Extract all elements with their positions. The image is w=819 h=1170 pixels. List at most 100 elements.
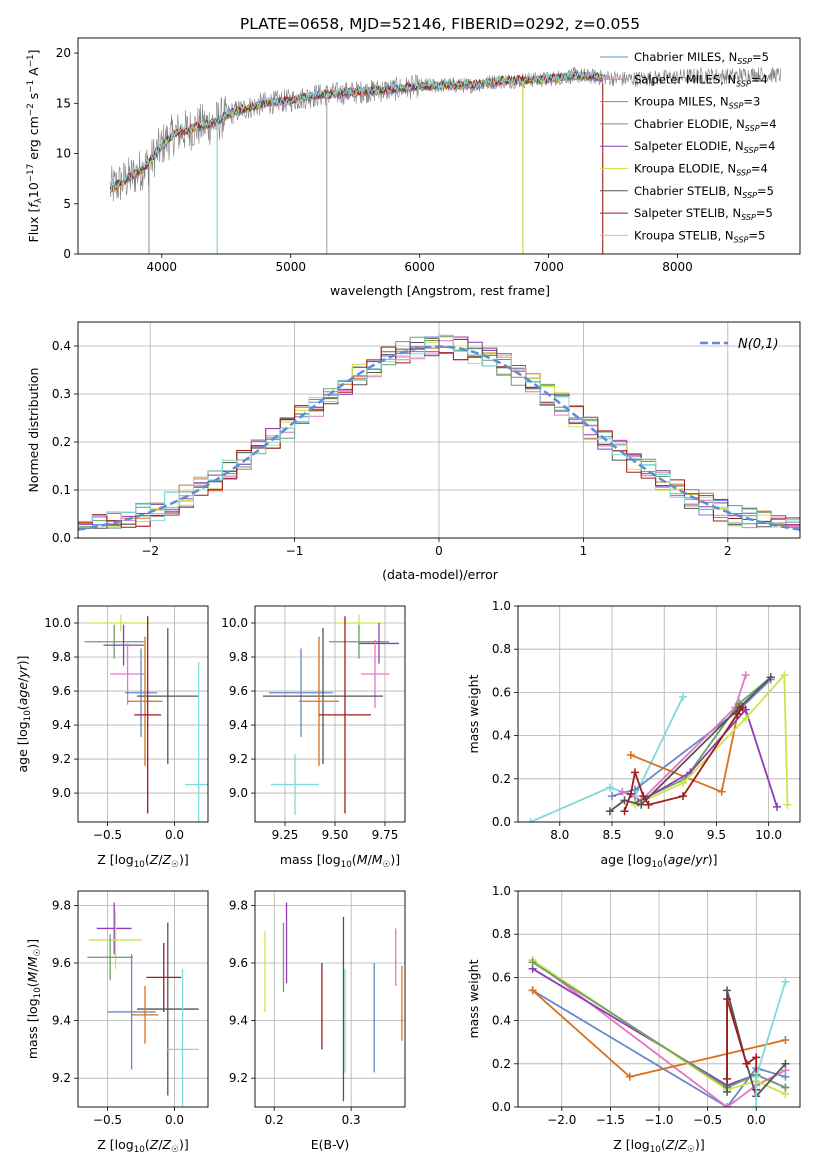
plot-frame bbox=[77, 605, 209, 823]
weight-marker bbox=[618, 787, 627, 796]
legend-entry-label: Chabrier STELIB, NSSP=5 bbox=[634, 184, 774, 200]
y-tick-label: 0.6 bbox=[492, 685, 511, 699]
weight-marker bbox=[605, 807, 614, 816]
y-tick-label: 1.0 bbox=[492, 884, 511, 898]
weight-marker bbox=[752, 1072, 761, 1081]
legend-entry-label: Kroupa MILES, NSSP=3 bbox=[634, 95, 760, 111]
error-bars bbox=[263, 614, 399, 816]
plot-frame bbox=[77, 321, 801, 539]
metallicity-mass-panel: −0.5 0.0 9.2 9.4 9.6 9.8 Z [log10(Z/Z☉)] mass [… bbox=[25, 890, 209, 1155]
x-axis-label: mass [log10(M/M☉)] bbox=[280, 852, 400, 870]
y-tick-label: 20 bbox=[56, 46, 71, 60]
weight-marker bbox=[733, 710, 742, 718]
weight-lines bbox=[528, 956, 790, 1107]
x-tick-label: 0 bbox=[435, 544, 443, 558]
weight-marker bbox=[766, 673, 775, 682]
weight-marker bbox=[781, 1036, 790, 1045]
y-tick-label: 15 bbox=[56, 96, 71, 110]
x-tick-label: 9.50 bbox=[322, 828, 349, 842]
residual-histogram-panel: −2 −1 0 1 2 0.0 0.1 0.2 0.3 0.4 N(0,1) (data-model)… bbox=[26, 321, 801, 582]
x-tick-label: 7000 bbox=[533, 260, 564, 274]
ebv-mass-panel: 0.2 0.3 9.2 9.4 9.6 9.8 E(B-V) bbox=[229, 890, 406, 1152]
weight-marker bbox=[723, 1074, 732, 1083]
legend-entry-label: Salpeter MILES, NSSP=4 bbox=[634, 72, 768, 88]
x-tick-label: −0.5 bbox=[93, 1113, 122, 1127]
y-tick-label: 9.4 bbox=[229, 718, 248, 732]
legend-entry-label: Salpeter STELIB, NSSP=5 bbox=[634, 206, 773, 222]
x-tick-label: 8.0 bbox=[550, 828, 569, 842]
y-tick-label: 9.6 bbox=[52, 684, 71, 698]
y-tick-label: 0.2 bbox=[52, 435, 71, 449]
histogram-steps bbox=[78, 334, 800, 531]
legend-entry-label: Kroupa ELODIE, NSSP=4 bbox=[634, 162, 768, 178]
y-axis-label: mass weight bbox=[466, 959, 481, 1038]
x-tick-label: 0.2 bbox=[265, 1113, 284, 1127]
weight-line bbox=[532, 959, 786, 1107]
x-tick-label: −1.0 bbox=[644, 1113, 673, 1127]
y-tick-label: 9.4 bbox=[52, 1014, 71, 1028]
x-tick-label: 9.75 bbox=[372, 828, 399, 842]
y-tick-label: 1.0 bbox=[492, 599, 511, 613]
model-spectrum-line bbox=[110, 70, 603, 191]
y-tick-label: 9.2 bbox=[52, 1071, 71, 1085]
plot-frame bbox=[254, 605, 406, 823]
y-tick-label: 0.0 bbox=[492, 1100, 511, 1114]
y-tick-label: 10.0 bbox=[44, 616, 71, 630]
y-axis-label: Normed distribution bbox=[26, 368, 41, 493]
error-bars bbox=[84, 614, 208, 822]
weight-marker bbox=[783, 800, 792, 809]
y-tick-label: 0.2 bbox=[492, 772, 511, 786]
x-axis-label: age [log10(age/yr)] bbox=[600, 852, 717, 870]
y-tick-label: 9.6 bbox=[229, 684, 248, 698]
weight-marker bbox=[752, 1103, 761, 1107]
legend-entry-label: Chabrier MILES, NSSP=5 bbox=[634, 50, 769, 66]
weight-marker bbox=[620, 807, 629, 816]
y-tick-label: 9.8 bbox=[52, 898, 71, 912]
legend-entry-label: Salpeter ELODIE, NSSP=4 bbox=[634, 139, 775, 155]
x-axis-label: E(B-V) bbox=[311, 1137, 350, 1152]
x-axis-label: Z [log10(Z/Z☉)] bbox=[97, 852, 189, 870]
figure-title: PLATE=0658, MJD=52146, FIBERID=0292, z=0… bbox=[240, 15, 640, 33]
weight-marker bbox=[781, 1059, 790, 1068]
y-tick-label: 0.4 bbox=[492, 1014, 511, 1028]
weight-marker bbox=[639, 792, 648, 801]
x-tick-label: 0.3 bbox=[342, 1113, 361, 1127]
metallicity-age-panel: −0.5 0.0 9.0 9.2 9.4 9.6 9.8 10.0 Z [log10(Z/Z☉)… bbox=[15, 605, 209, 870]
x-tick-label: 0.0 bbox=[165, 1113, 184, 1127]
y-tick-label: 10 bbox=[56, 147, 71, 161]
y-tick-label: 9.0 bbox=[229, 786, 248, 800]
weight-marker bbox=[723, 1087, 732, 1096]
weight-lines bbox=[526, 671, 792, 822]
plot-frame bbox=[254, 890, 406, 1108]
weight-marker bbox=[741, 714, 750, 723]
x-tick-label: 2 bbox=[724, 544, 732, 558]
weight-marker bbox=[723, 1103, 732, 1107]
weight-marker bbox=[773, 802, 782, 811]
y-tick-label: 9.4 bbox=[229, 1014, 248, 1028]
plot-frame bbox=[77, 890, 209, 1108]
y-tick-label: 0.8 bbox=[492, 927, 511, 941]
x-tick-label: 9.0 bbox=[655, 828, 674, 842]
x-tick-label: 4000 bbox=[147, 260, 178, 274]
spectrum-lines bbox=[109, 67, 781, 254]
weight-marker bbox=[605, 783, 614, 792]
x-tick-label: 10.0 bbox=[755, 828, 782, 842]
x-tick-label: 8.5 bbox=[602, 828, 621, 842]
x-tick-label: 9.5 bbox=[707, 828, 726, 842]
y-tick-label: 5 bbox=[63, 197, 71, 211]
weight-marker bbox=[781, 977, 790, 986]
y-tick-label: 9.8 bbox=[229, 898, 248, 912]
y-tick-label: 9.2 bbox=[229, 752, 248, 766]
x-tick-label: 6000 bbox=[404, 260, 435, 274]
y-tick-label: 9.6 bbox=[229, 956, 248, 970]
plot-frame bbox=[77, 37, 801, 255]
error-bars bbox=[87, 902, 199, 1107]
weight-marker bbox=[780, 671, 789, 680]
y-tick-label: 9.0 bbox=[52, 786, 71, 800]
weight-line bbox=[622, 674, 747, 802]
y-tick-label: 0.6 bbox=[492, 970, 511, 984]
age-weight-panel: 8.0 8.5 9.0 9.5 10.0 0.0 0.2 0.4 0.6 0.8 1.0 age [l… bbox=[466, 599, 801, 870]
x-tick-label: 8000 bbox=[662, 260, 693, 274]
y-tick-label: 0.0 bbox=[492, 815, 511, 829]
